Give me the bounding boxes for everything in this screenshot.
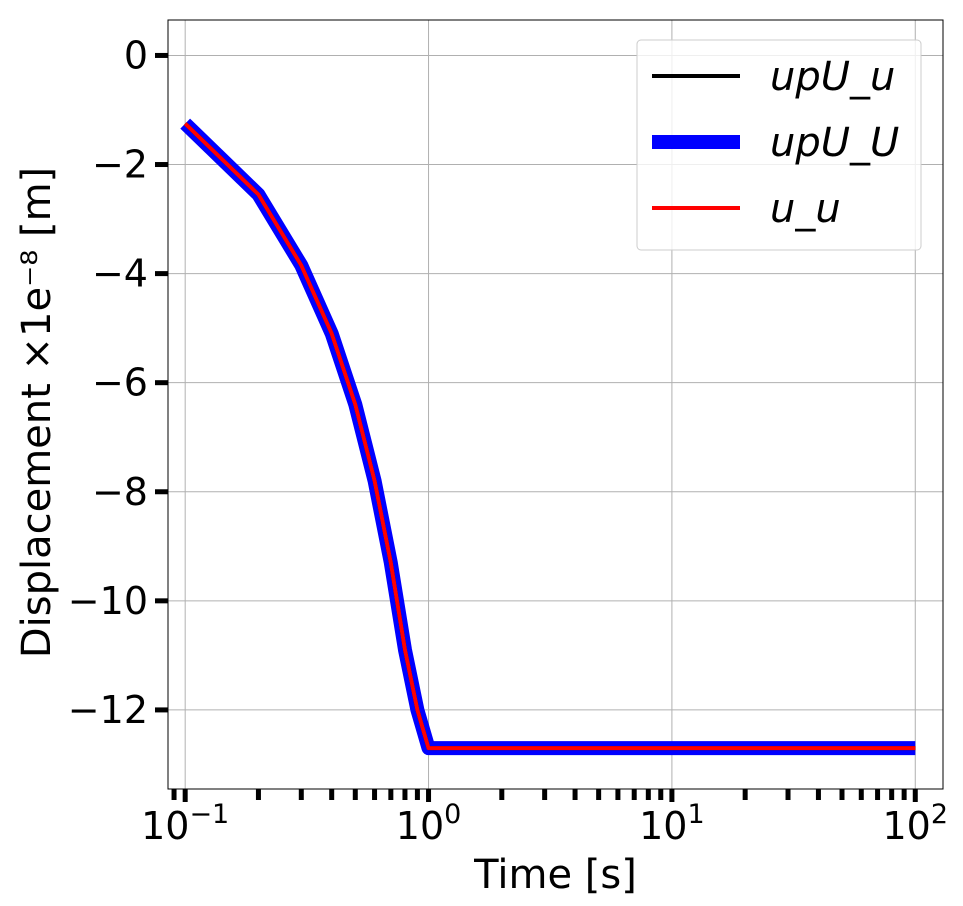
legend-box xyxy=(636,39,922,251)
x-tick-label: 100 xyxy=(396,799,462,848)
axis-ticks: 0 −2 −4 −6 −8 −10 −12 10−1 100 101 102 xyxy=(68,33,948,848)
y-tick-label: −8 xyxy=(92,470,148,514)
legend-label: upU_U xyxy=(770,120,899,166)
y-tick-label: −6 xyxy=(92,361,148,405)
y-tick-label: 0 xyxy=(124,33,148,77)
plot-frame xyxy=(167,19,944,790)
x-tick-label: 102 xyxy=(882,799,948,848)
legend: upU_u upU_U u_u xyxy=(636,39,922,251)
y-tick-label: −2 xyxy=(92,143,148,187)
legend-label: upU_u xyxy=(770,54,895,100)
y-axis-label: Displacement ×1e⁻⁸ [m] xyxy=(14,167,60,658)
series-line-u-u xyxy=(183,122,916,751)
x-tick-label: 101 xyxy=(639,799,705,848)
x-tick-label: 10−1 xyxy=(141,799,229,848)
x-axis-label: Time [s] xyxy=(473,852,637,898)
legend-label: u_u xyxy=(770,186,841,232)
y-tick-label: −4 xyxy=(92,252,148,296)
series-lines xyxy=(180,118,916,756)
y-tick-label: −12 xyxy=(68,688,148,732)
y-tick-label: −10 xyxy=(68,579,148,623)
